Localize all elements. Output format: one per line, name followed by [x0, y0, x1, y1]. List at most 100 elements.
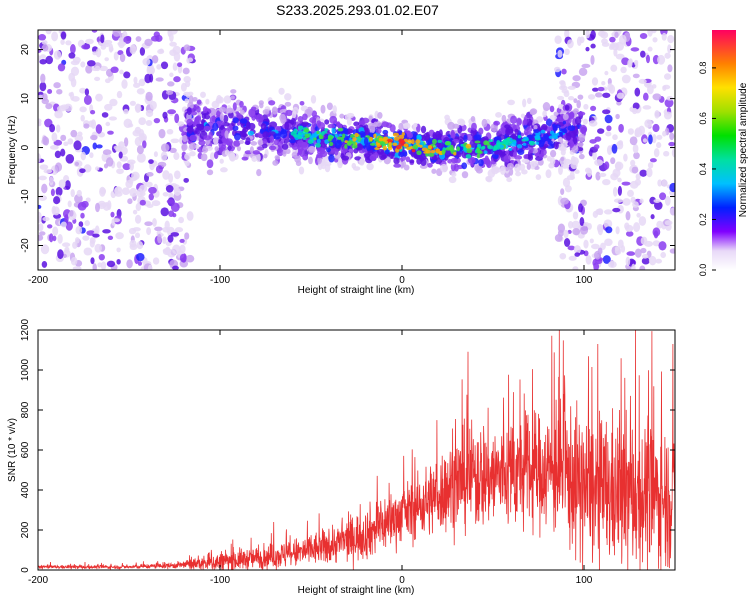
spectrogram-point	[634, 59, 639, 66]
spectrogram-point	[192, 96, 198, 102]
spectrogram-point	[478, 127, 484, 135]
spectrogram-point	[65, 153, 75, 164]
spectrogram-point	[572, 211, 579, 220]
spectrogram-point	[577, 142, 584, 147]
spectrogram-point	[108, 116, 118, 121]
spectrogram-point	[410, 139, 415, 145]
spectrogram-point	[262, 138, 268, 145]
spectrogram-point	[271, 106, 278, 115]
spectrogram-point	[248, 108, 256, 118]
spectrogram-point	[92, 142, 98, 150]
spectrogram-point	[317, 156, 323, 164]
spectrogram-point	[320, 104, 326, 114]
spectrogram-point	[162, 191, 169, 197]
spectrogram-point	[146, 203, 154, 209]
spectrogram-point	[206, 169, 214, 176]
spectrogram-point	[136, 241, 144, 250]
spectrogram-point	[610, 64, 618, 72]
spectrogram-point	[572, 266, 579, 270]
spectrogram-point	[571, 220, 581, 230]
spectrogram-point	[169, 41, 177, 47]
snr-x-tick-label: 100	[576, 575, 593, 586]
spectrogram-point	[664, 220, 673, 226]
spectrogram-point	[278, 87, 285, 95]
spectrogram-point	[268, 100, 276, 106]
spectrogram-point	[615, 226, 620, 235]
spectrogram-point	[416, 150, 422, 156]
spectrogram-point	[610, 157, 616, 165]
spectrogram-point	[605, 226, 613, 234]
spectrogram-point	[232, 102, 237, 111]
snr-panel: -200 -100 0 100 0 200 400 600 800 1000 1200 Heigh…	[7, 318, 676, 596]
spectrogram-point	[413, 122, 418, 128]
spectrogram-point	[308, 156, 313, 165]
snr-series-line	[38, 330, 675, 570]
spectrogram-point	[473, 134, 481, 141]
spectrogram-point	[667, 44, 672, 54]
spectrogram-point	[656, 134, 663, 140]
figure-title: S233.2025.293.01.02.E07	[276, 2, 439, 18]
spectrogram-point	[242, 126, 249, 133]
spectrogram-point	[627, 59, 633, 68]
spectrogram-point	[145, 109, 154, 118]
spectrogram-point	[152, 218, 157, 227]
spectrogram-point	[45, 103, 53, 110]
spectrogram-point	[554, 35, 562, 45]
spectrogram-point	[174, 227, 184, 233]
spectrogram-point	[325, 147, 332, 153]
spectrogram-point	[290, 117, 296, 127]
spectrogram-point	[42, 216, 50, 222]
spectrogram-point	[638, 216, 647, 226]
spectrogram-point	[70, 129, 78, 138]
spectrogram-point	[521, 158, 530, 163]
colorbar-gradient	[712, 30, 736, 270]
spectrogram-point	[60, 134, 67, 142]
spectrogram-point	[89, 152, 94, 159]
spectrogram-point	[83, 95, 92, 105]
spectrogram-point	[129, 44, 137, 55]
spectrogram-point	[612, 186, 618, 197]
spectrogram-point	[43, 169, 53, 174]
spectrogram-point	[297, 125, 304, 131]
spectrogram-point	[611, 42, 619, 51]
spectrogram-point	[57, 233, 63, 244]
spectrogram-point	[465, 154, 472, 159]
spectrogram-point	[498, 128, 505, 134]
spectrogram-point	[316, 147, 325, 153]
spectrogram-points	[38, 30, 675, 270]
spectrogram-point	[297, 132, 302, 136]
spectrogram-point	[658, 241, 667, 251]
spectrogram-point	[369, 142, 376, 146]
spectrogram-point	[250, 141, 258, 146]
spectrogram-point	[155, 165, 163, 174]
spectrogram-point	[602, 109, 611, 115]
spectrogram-point	[432, 131, 437, 141]
spectrogram-point	[43, 136, 50, 146]
spectrogram-point	[232, 125, 239, 131]
spectrogram-point	[444, 114, 450, 121]
spectrogram-point	[99, 65, 108, 72]
spectrogram-point	[316, 138, 321, 144]
spectrogram-point	[47, 89, 53, 94]
spectrogram-point	[41, 93, 48, 102]
spectrogram-point	[169, 32, 174, 43]
spectrogram-point	[652, 123, 660, 133]
spectrogram-point	[260, 123, 267, 130]
spectrogram-point	[167, 81, 175, 87]
spectrogram-point	[487, 145, 494, 150]
colorbar-ticks: 0.0 0.2 0.4 0.6 0.8	[698, 62, 716, 276]
spectrogram-point	[574, 252, 580, 257]
spectrogram-point	[160, 207, 169, 217]
spectrogram-point	[144, 73, 152, 84]
spectrogram-point	[71, 96, 80, 102]
snr-y-tick-label: 1200	[20, 318, 31, 341]
spectrogram-point	[241, 156, 249, 161]
spectrogram-point	[553, 141, 559, 150]
spectrogram-point	[486, 149, 492, 155]
spectrogram-point	[95, 166, 100, 171]
spectrogram-point	[185, 254, 195, 263]
spectrogram-point	[63, 141, 69, 147]
spectrogram-point	[602, 92, 611, 98]
spectrogram-point	[553, 66, 561, 73]
spectrogram-point	[403, 122, 411, 130]
